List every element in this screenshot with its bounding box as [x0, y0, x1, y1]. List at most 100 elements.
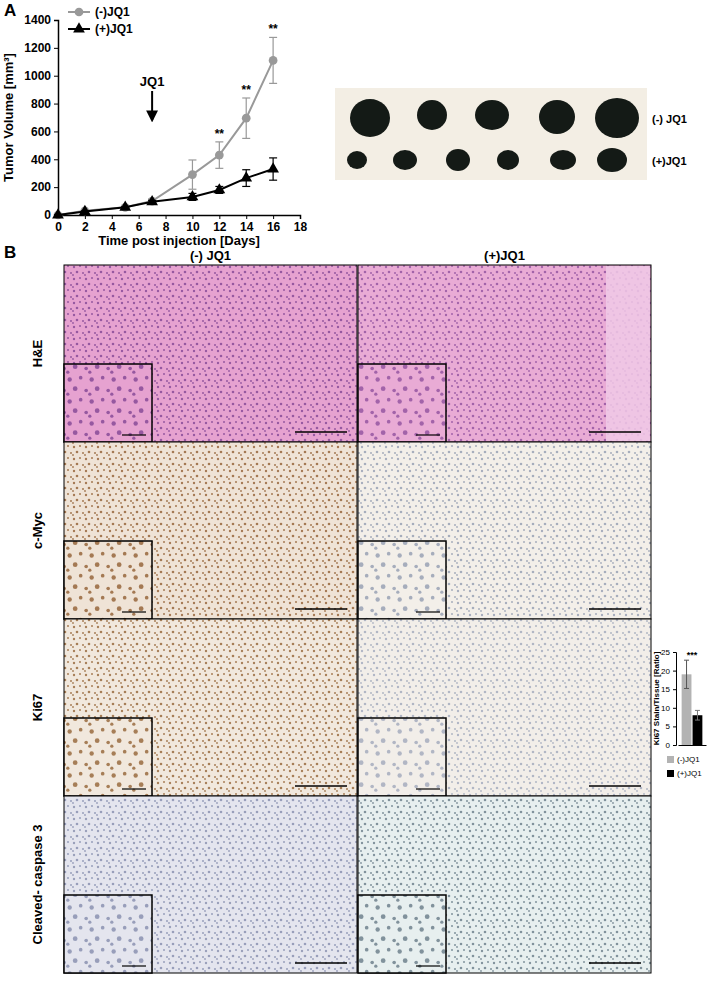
legend-item: (-)JQ1 [68, 5, 130, 19]
x-axis [679, 745, 707, 747]
legend-item: (+)JQ1 [68, 22, 133, 36]
error-bar-part [242, 186, 250, 187]
micrograph-image [64, 796, 357, 973]
tick: 1400 [24, 13, 58, 27]
tick-label: 18 [294, 220, 308, 234]
micrograph-image [358, 796, 651, 973]
photo-background [335, 88, 647, 180]
tick-mark [54, 20, 58, 21]
scale-bar [295, 431, 347, 433]
scale-bar [589, 431, 641, 433]
tick-mark [54, 159, 58, 160]
series-line [58, 169, 273, 215]
tumor [347, 151, 367, 169]
legend: (-)JQ1 (+)JQ1 [667, 755, 702, 778]
micrograph-image [358, 265, 651, 442]
error-bar [269, 37, 277, 83]
tick-label: 600 [31, 125, 51, 139]
tick-mark [112, 215, 113, 219]
micrograph [358, 265, 651, 442]
inset-scale-bar [416, 965, 440, 966]
row-label: Ki67 [30, 694, 45, 721]
tumor [393, 150, 417, 170]
error-bar-part [684, 688, 689, 689]
marker [52, 208, 64, 218]
tick: 15 [661, 685, 676, 694]
inset-scale-bar [416, 788, 440, 789]
error-bar-part [695, 720, 700, 721]
error-bar-part [215, 168, 223, 169]
tick: 600 [31, 125, 58, 139]
tick: 1200 [24, 41, 58, 55]
tick: 4 [109, 215, 116, 234]
tick-label: 4 [109, 220, 116, 234]
tumor [595, 98, 639, 138]
error-bar-part [242, 169, 250, 170]
tick-label: 1000 [24, 69, 51, 83]
legend-label: (-)JQ1 [95, 5, 130, 19]
inset [358, 895, 446, 973]
error-bar-part [269, 37, 277, 38]
legend-label: (-)JQ1 [677, 755, 700, 764]
marker [79, 205, 91, 215]
scale-bar [589, 608, 641, 610]
tick-mark [673, 652, 676, 653]
micrograph [358, 796, 651, 973]
tick-label: 800 [31, 97, 51, 111]
micrograph [358, 619, 651, 796]
plot-area [682, 660, 703, 745]
scale-bar [295, 608, 347, 610]
error-bar-part [697, 710, 698, 720]
tick: 20 [661, 667, 676, 676]
tick-mark [54, 104, 58, 105]
tick-mark [673, 708, 676, 709]
panel-label: A [4, 1, 16, 20]
column-label: (+)JQ1 [484, 248, 525, 263]
marker [215, 151, 224, 160]
tick: 5 [666, 722, 676, 731]
micrograph [64, 619, 357, 796]
tumor [597, 148, 627, 172]
scale-bar [589, 962, 641, 964]
inset-scale-bar [122, 611, 146, 612]
error-bar-part [242, 97, 250, 98]
legend-label: (+)JQ1 [677, 769, 702, 778]
scale-bar [295, 962, 347, 964]
tick: 8 [163, 215, 170, 234]
error-bar [242, 98, 250, 138]
tumor [350, 99, 390, 137]
tick-label: 0 [55, 220, 62, 234]
marker [146, 195, 158, 205]
tick-label: 10 [186, 220, 200, 234]
significance: *** [687, 650, 698, 660]
tick-label: 12 [213, 220, 227, 234]
panel-label: B [4, 243, 16, 262]
tick-label: 15 [661, 685, 670, 694]
marker [187, 190, 199, 200]
marker [119, 201, 131, 211]
significance: ** [268, 22, 278, 36]
tick-label: 0 [44, 208, 51, 222]
tick: 400 [31, 153, 58, 167]
scale-bar [295, 785, 347, 787]
micrograph-image [358, 619, 651, 796]
tick-mark [673, 689, 676, 690]
micrograph-image [64, 265, 357, 442]
tick: 10 [661, 704, 676, 713]
tick-mark [673, 745, 676, 746]
inset-scale-bar [122, 788, 146, 789]
plot-area [52, 37, 279, 219]
inset [64, 364, 152, 442]
tick-mark [54, 131, 58, 132]
legend: (-)JQ1 (+)JQ1 [68, 5, 133, 36]
legend-swatch [667, 770, 674, 777]
tick: 18 [294, 215, 308, 234]
significance: ** [242, 83, 252, 97]
y-axis: 0 200 400 600 800 1000 1200 1400 [24, 13, 58, 222]
tick-label: 200 [31, 180, 51, 194]
error-bar [684, 660, 689, 688]
micrograph-image [64, 619, 357, 796]
photo-label: (+)JQ1 [652, 155, 687, 167]
tick: 2 [82, 215, 89, 234]
error-bar [695, 710, 700, 720]
